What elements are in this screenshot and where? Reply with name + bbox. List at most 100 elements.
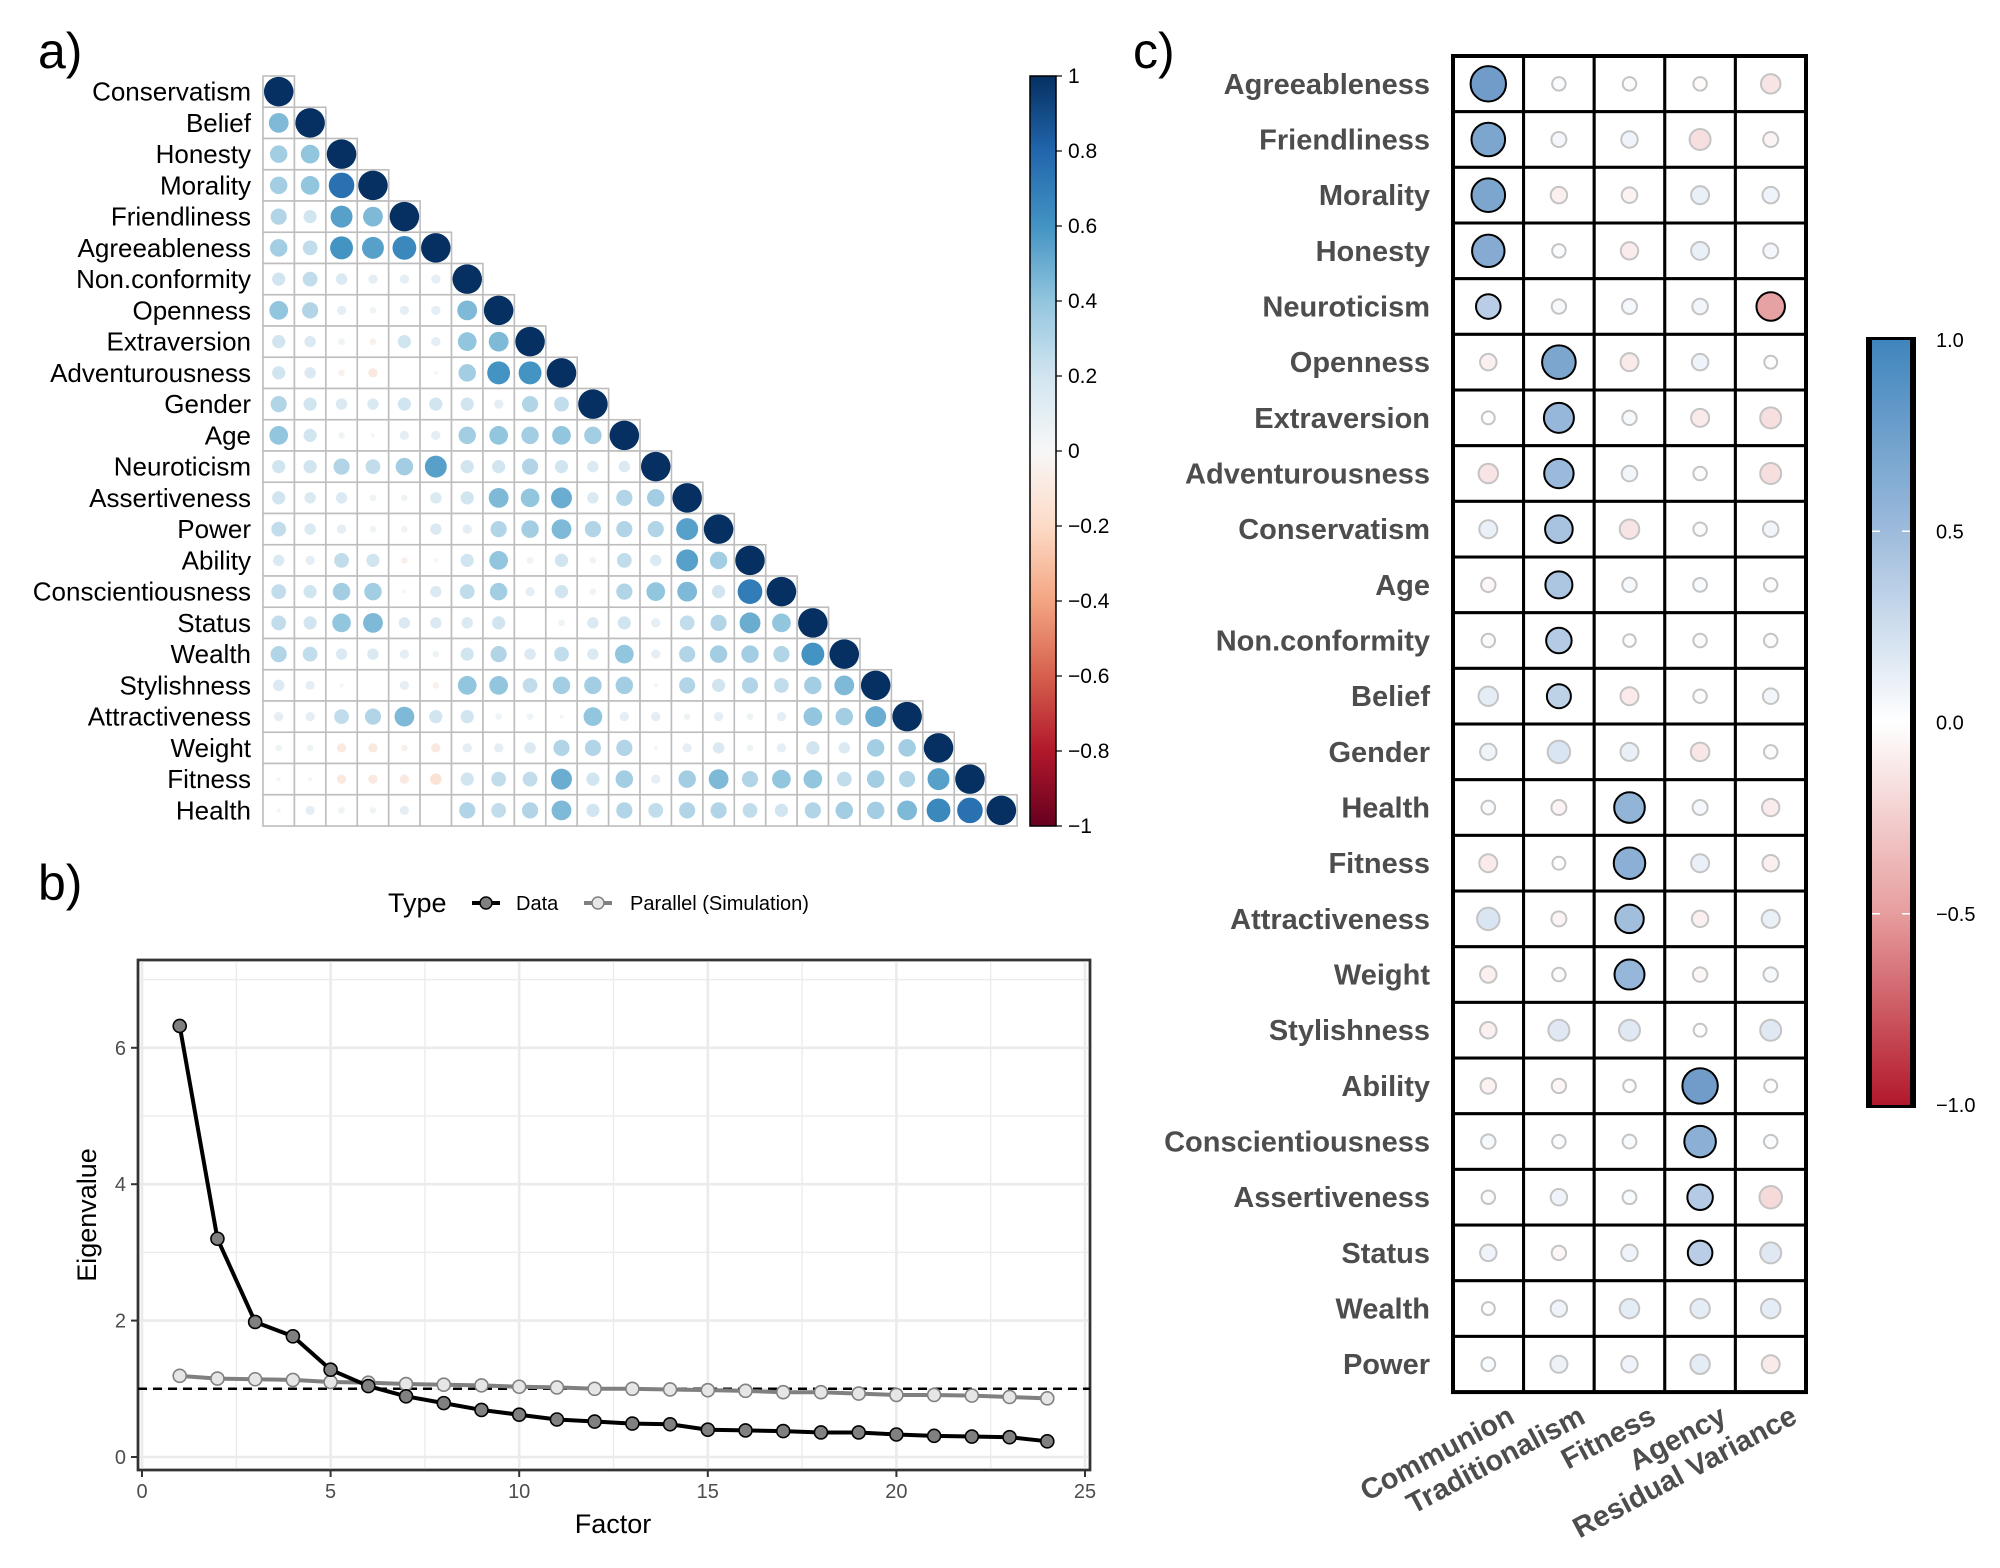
correlation-dot [518, 361, 542, 385]
correlation-dot [268, 112, 289, 133]
correlation-dot [615, 770, 634, 788]
loading-dot [1477, 685, 1500, 707]
row-label: Gender [164, 389, 251, 419]
correlation-dot [367, 648, 379, 660]
correlation-dot [335, 648, 348, 660]
loading-dot [1690, 407, 1711, 428]
loading-dot [1759, 406, 1783, 430]
loading-dot [1620, 186, 1639, 204]
correlation-dot [834, 675, 855, 696]
correlation-dot [302, 646, 318, 662]
correlation-dot [399, 274, 410, 284]
loading-dot [1543, 457, 1575, 490]
loading-dot [1480, 632, 1497, 649]
point-data [964, 1429, 980, 1444]
point-parallel [964, 1388, 980, 1403]
row-label: Openness [1290, 347, 1430, 379]
legend-parallel-label: Parallel (Simulation) [630, 893, 809, 915]
correlation-dot [683, 713, 691, 720]
loading-dot [1620, 1354, 1639, 1374]
correlation-dot [335, 273, 348, 285]
correlation-dot [584, 739, 601, 756]
loading-dot [1469, 65, 1508, 103]
correlation-dot [651, 649, 661, 659]
correlation-dot [369, 338, 377, 345]
correlation-dot [741, 645, 759, 663]
row-label: Extraversion [107, 327, 252, 357]
loading-dot [1550, 1077, 1568, 1095]
correlation-dot [272, 679, 285, 692]
loading-dot [1613, 791, 1646, 824]
correlation-dot [271, 521, 287, 537]
correlation-dot [457, 300, 478, 321]
correlation-dot [552, 426, 571, 445]
correlation-dot [306, 744, 314, 752]
x-tick-label: 25 [1074, 1481, 1096, 1503]
correlation-dot [460, 553, 474, 567]
y-tick-label: 2 [115, 1311, 126, 1333]
loading-dot [1549, 1354, 1569, 1374]
row-label: Conscientiousness [1164, 1127, 1430, 1159]
correlation-dot [551, 487, 572, 509]
correlation-dot [616, 583, 633, 600]
correlation-dot [558, 619, 565, 627]
point-data [210, 1231, 225, 1247]
correlation-dot [459, 584, 475, 600]
loading-dot [1681, 1067, 1719, 1105]
loading-dot [1759, 1018, 1783, 1042]
correlation-dot [923, 733, 954, 763]
correlation-dot [803, 769, 823, 789]
loading-dot [1551, 243, 1567, 259]
correlation-dot [711, 585, 726, 599]
x-tick-label: 5 [325, 1481, 336, 1503]
correlation-dot [368, 743, 378, 753]
correlation-colorbar: 1 0.8 0.6 0.4 0.2 0 −0.2 −0.4 −0.6 −0.8 −1 [1029, 65, 1110, 838]
correlation-dot [276, 777, 281, 782]
correlation-dot [653, 683, 658, 688]
correlation-dot [957, 797, 983, 824]
correlation-dot [333, 458, 350, 475]
correlation-dot [526, 713, 534, 720]
correlation-dot [430, 492, 442, 504]
colorbar-tick-label: 0.2 [1068, 365, 1097, 388]
correlation-dot [520, 488, 540, 508]
point-parallel [738, 1383, 753, 1399]
correlation-dot [487, 361, 511, 385]
loading-dot [1541, 344, 1577, 380]
loading-dot [1479, 1243, 1498, 1263]
loading-dot [1619, 352, 1640, 373]
loading-dot [1549, 185, 1569, 205]
correlation-dot [269, 145, 288, 163]
correlation-dot [521, 458, 539, 475]
loading-dot [1480, 1301, 1496, 1317]
correlation-dot [272, 335, 286, 349]
point-parallel [1039, 1391, 1055, 1406]
loading-dot [1762, 632, 1779, 649]
loading-dot [1621, 1133, 1638, 1150]
correlation-dot [586, 772, 600, 786]
correlation-dot [522, 677, 538, 693]
point-parallel [285, 1372, 301, 1388]
correlation-dot [303, 585, 317, 599]
point-data [247, 1314, 263, 1330]
point-parallel [511, 1379, 527, 1395]
correlation-dot [526, 557, 534, 564]
point-parallel [889, 1387, 904, 1403]
correlation-dot [616, 521, 633, 538]
point-data [625, 1416, 640, 1431]
correlation-dot [305, 805, 315, 816]
correlation-dot [401, 525, 408, 533]
correlation-dot [431, 430, 441, 441]
correlation-dot [521, 426, 539, 445]
loading-dot [1686, 1239, 1714, 1267]
correlation-dot [274, 711, 284, 722]
correlation-dot [483, 295, 514, 326]
correlation-dot [616, 489, 633, 506]
correlation-dot [369, 307, 377, 314]
correlation-dot [521, 396, 539, 413]
correlation-dot [741, 771, 759, 788]
loading-dot [1690, 909, 1710, 929]
correlation-dot [804, 676, 822, 695]
correlation-dot [587, 460, 599, 473]
correlation-dot [305, 711, 315, 722]
